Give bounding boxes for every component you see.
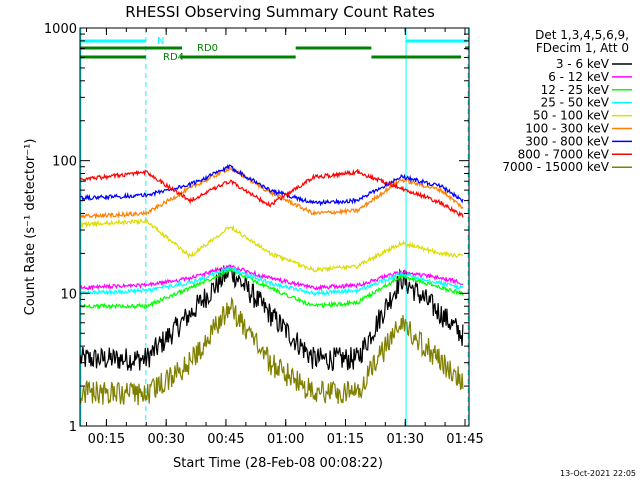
x-tick-label: 01:00 — [267, 432, 304, 447]
x-axis-label: Start Time (28-Feb-08 00:08:22) — [173, 456, 383, 471]
flag-bar-label: RD4 — [163, 52, 184, 63]
y-tick-label: 1 — [69, 420, 77, 435]
series-lines — [79, 163, 464, 406]
legend-entry-label: 6 - 12 keV — [548, 70, 610, 84]
y-tick-label: 10 — [60, 287, 77, 302]
series-line — [80, 264, 464, 292]
series-line — [80, 218, 464, 273]
series-line — [80, 268, 464, 311]
legend-entry-label: 25 - 50 keV — [541, 96, 610, 110]
legend-entry-label: 800 - 7000 keV — [518, 147, 610, 161]
y-axis-label: Count Rate (s⁻¹ detector⁻¹) — [23, 139, 38, 316]
x-tick-label: 01:45 — [446, 432, 483, 447]
legend-entry-label: 100 - 300 keV — [525, 122, 609, 136]
legend-entry-label: 7000 - 15000 keV — [502, 160, 609, 174]
x-tick-label: 00:30 — [147, 432, 184, 447]
x-tick-label: 00:45 — [207, 432, 244, 447]
flag-bar-label: RD0 — [197, 43, 218, 54]
legend-header: Det 1,3,4,5,6,9, — [535, 28, 629, 42]
series-line — [79, 166, 464, 220]
x-tick-label: 00:15 — [88, 432, 125, 447]
plot-frame — [79, 27, 470, 427]
flag-bars: N RD0 RD4 — [80, 36, 469, 63]
legend-entry-label: 3 - 6 keV — [556, 57, 610, 71]
chart-title: RHESSI Observing Summary Count Rates — [125, 3, 435, 21]
y-axis: 1 10 100 1000 — [44, 22, 469, 435]
legend-entry-label: 12 - 25 keV — [541, 83, 610, 97]
x-tick-label: 01:15 — [327, 432, 364, 447]
y-tick-label: 100 — [52, 155, 77, 170]
series-line — [79, 265, 464, 297]
series-line — [80, 163, 464, 207]
x-axis: 00:15 00:30 00:45 01:00 01:15 01:30 01:45 — [85, 28, 484, 447]
legend-entry-label: 50 - 100 keV — [533, 109, 610, 123]
footer-timestamp: 13-Oct-2021 22:05 — [560, 469, 636, 478]
series-line — [79, 296, 464, 406]
legend: Det 1,3,4,5,6,9,FDecim 1, Att 0 3 - 6 keV… — [502, 28, 632, 174]
flag-bar-label: N — [157, 36, 164, 47]
series-line — [79, 168, 464, 218]
legend-header: FDecim 1, Att 0 — [536, 41, 629, 55]
x-tick-label: 01:30 — [387, 432, 424, 447]
y-tick-label: 1000 — [44, 22, 77, 37]
legend-entry-label: 300 - 800 keV — [525, 134, 609, 148]
